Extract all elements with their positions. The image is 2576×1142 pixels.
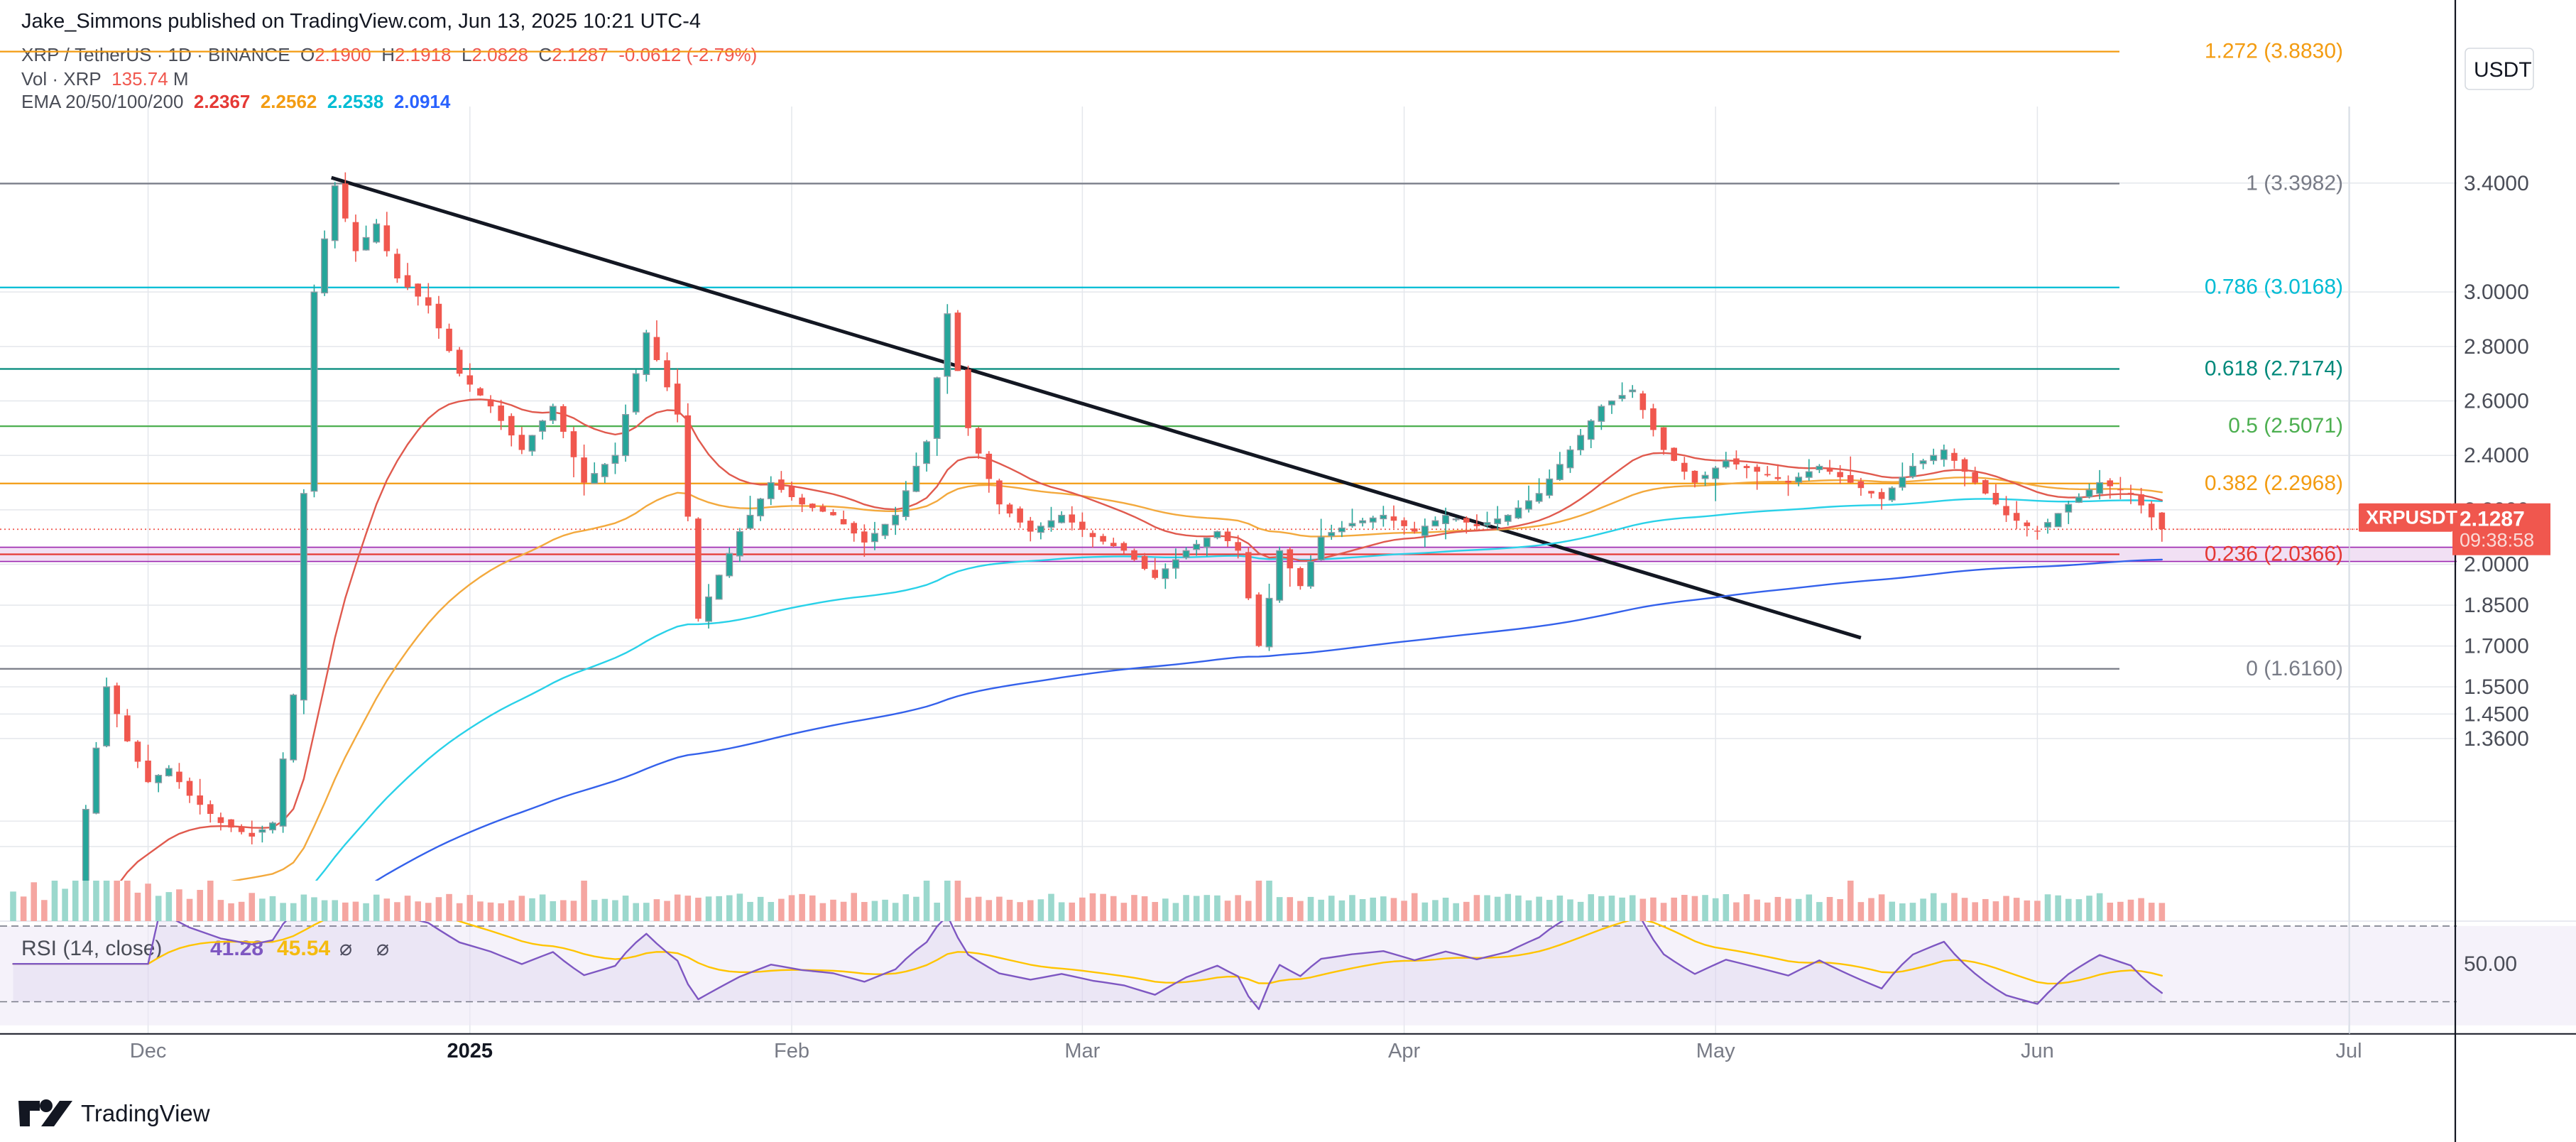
svg-text:09:38:58: 09:38:58 <box>2460 530 2534 551</box>
svg-text:0.618 (2.7174): 0.618 (2.7174) <box>2205 357 2343 381</box>
svg-text:0 (1.6160): 0 (1.6160) <box>2246 657 2343 680</box>
svg-text:Mar: Mar <box>1064 1040 1100 1062</box>
svg-text:0.236 (2.0366): 0.236 (2.0366) <box>2205 543 2343 566</box>
svg-text:1.7000: 1.7000 <box>2464 635 2529 658</box>
svg-text:2.1287: 2.1287 <box>2460 508 2525 531</box>
svg-text:Dec: Dec <box>130 1040 167 1062</box>
svg-text:XRPUSDT: XRPUSDT <box>2366 507 2458 528</box>
svg-text:3.4000: 3.4000 <box>2464 172 2529 195</box>
svg-text:1.3600: 1.3600 <box>2464 727 2529 751</box>
svg-text:Jul: Jul <box>2335 1040 2362 1062</box>
svg-text:1.272 (3.8830): 1.272 (3.8830) <box>2205 40 2343 63</box>
svg-text:2.8000: 2.8000 <box>2464 335 2529 359</box>
svg-text:TradingView: TradingView <box>81 1100 210 1126</box>
svg-text:3.0000: 3.0000 <box>2464 281 2529 304</box>
svg-text:Feb: Feb <box>774 1040 809 1062</box>
svg-text:May: May <box>1696 1040 1735 1062</box>
svg-text:Jun: Jun <box>2021 1040 2054 1062</box>
svg-text:0.5 (2.5071): 0.5 (2.5071) <box>2228 414 2343 437</box>
svg-text:0.382 (2.2968): 0.382 (2.2968) <box>2205 472 2343 495</box>
svg-text:0.786 (3.0168): 0.786 (3.0168) <box>2205 276 2343 299</box>
svg-text:Apr: Apr <box>1388 1040 1420 1062</box>
svg-text:2.0000: 2.0000 <box>2464 553 2529 577</box>
svg-text:RSI (14, close): RSI (14, close) <box>21 937 162 960</box>
svg-text:2.4000: 2.4000 <box>2464 444 2529 467</box>
svg-text:1.4500: 1.4500 <box>2464 702 2529 726</box>
svg-text:USDT: USDT <box>2474 58 2532 82</box>
svg-text:1.8500: 1.8500 <box>2464 594 2529 617</box>
svg-text:1 (3.3982): 1 (3.3982) <box>2246 172 2343 195</box>
svg-text:50.00: 50.00 <box>2464 952 2517 976</box>
svg-text:1.5500: 1.5500 <box>2464 675 2529 699</box>
svg-text:2.6000: 2.6000 <box>2464 390 2529 413</box>
svg-text:2025: 2025 <box>447 1040 493 1062</box>
